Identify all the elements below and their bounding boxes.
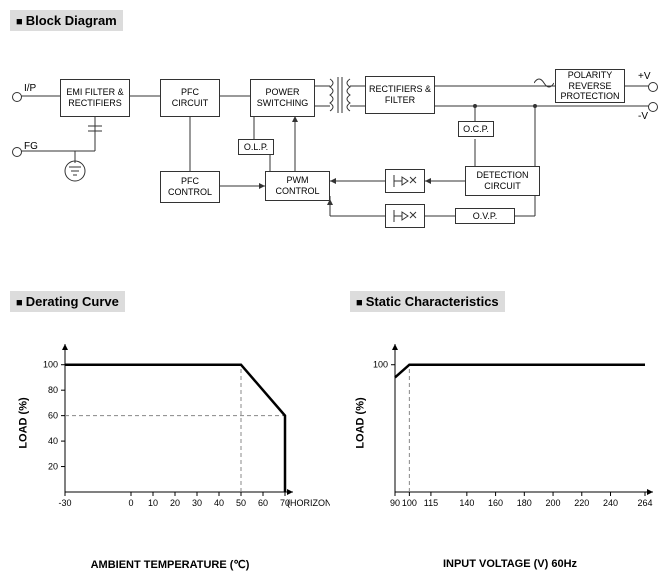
block-diagram-header: Block Diagram [10,10,123,31]
svg-text:10: 10 [148,498,158,508]
polarity-block: POLARITY REVERSE PROTECTION [555,69,625,103]
pfc-circuit-text: PFC CIRCUIT [163,87,217,109]
svg-text:(HORIZONTAL): (HORIZONTAL) [287,498,330,508]
static-header: Static Characteristics [350,291,505,312]
power-sw-block: POWER SWITCHING [250,79,315,117]
pwm-block: PWM CONTROL [265,171,330,201]
emi-block: EMI FILTER & RECTIFIERS [60,79,130,117]
rect-filter-block: RECTIFIERS & FILTER [365,76,435,114]
ip-label: I/P [24,83,36,94]
derating-ylabel: LOAD (%) [18,397,30,448]
ip-terminal [12,92,22,102]
svg-text:100: 100 [43,360,58,370]
emi-text: EMI FILTER & RECTIFIERS [63,87,127,109]
svg-text:20: 20 [170,498,180,508]
svg-text:60: 60 [48,411,58,421]
static-xlabel: INPUT VOLTAGE (V) 60Hz [350,558,670,570]
svg-text:115: 115 [424,498,438,508]
olp-text: O.L.P. [244,142,268,153]
svg-text:220: 220 [574,498,589,508]
svg-text:40: 40 [214,498,224,508]
svg-text:30: 30 [192,498,202,508]
svg-text:160: 160 [488,498,503,508]
fg-terminal [12,147,22,157]
pfc-circuit-block: PFC CIRCUIT [160,79,220,117]
svg-text:0: 0 [128,498,133,508]
derating-chart: -3001020304050607020406080100(HORIZONTAL… [10,322,330,552]
svg-text:240: 240 [603,498,618,508]
svg-text:180: 180 [517,498,532,508]
svg-text:100: 100 [402,498,417,508]
rect-filter-text: RECTIFIERS & FILTER [368,84,432,106]
derating-xlabel: AMBIENT TEMPERATURE (℃) [10,558,330,571]
svg-text:50: 50 [236,498,246,508]
ocp-block: O.C.P. [458,121,494,137]
opto1-icon [385,169,425,193]
svg-text:200: 200 [546,498,561,508]
pwm-text: PWM CONTROL [268,175,327,197]
svg-text:90: 90 [390,498,400,508]
svg-text:140: 140 [459,498,474,508]
olp-block: O.L.P. [238,139,274,155]
static-chart: 90100115140160180200220240264100 LOAD (%… [350,322,670,552]
svg-text:80: 80 [48,385,58,395]
fg-label: FG [24,141,38,152]
detection-block: DETECTION CIRCUIT [465,166,540,196]
ovp-block: O.V.P. [455,208,515,224]
block-diagram: I/P FG +V -V EMI FILTER & RECTIFIERS PFC… [10,41,660,261]
plusv-label: +V [638,71,651,82]
pfc-control-text: PFC CONTROL [163,176,217,198]
ovp-text: O.V.P. [473,211,498,222]
plusv-terminal [648,82,658,92]
sine-icon [534,76,554,94]
ocp-text: O.C.P. [463,124,489,135]
svg-text:-30: -30 [58,498,71,508]
minusv-terminal [648,102,658,112]
svg-text:264: 264 [637,498,652,508]
opto2-icon [385,204,425,228]
svg-text:100: 100 [373,360,388,370]
polarity-text: POLARITY REVERSE PROTECTION [558,70,622,102]
power-sw-text: POWER SWITCHING [253,87,312,109]
svg-text:40: 40 [48,436,58,446]
svg-text:60: 60 [258,498,268,508]
pfc-control-block: PFC CONTROL [160,171,220,203]
svg-text:20: 20 [48,462,58,472]
derating-header: Derating Curve [10,291,125,312]
minusv-label: -V [638,111,648,122]
detection-text: DETECTION CIRCUIT [468,170,537,192]
static-ylabel: LOAD (%) [355,397,367,448]
